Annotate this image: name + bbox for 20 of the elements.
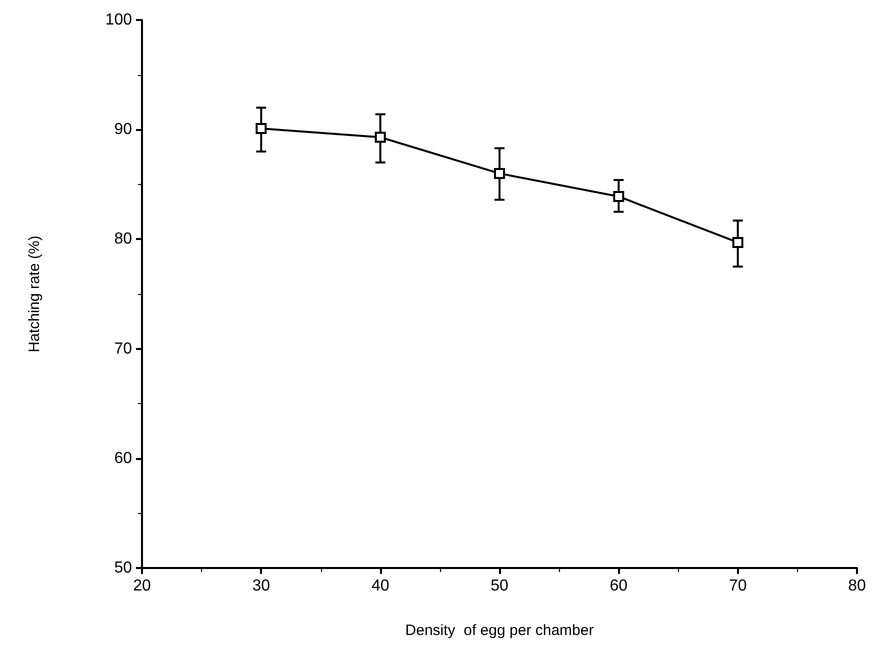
x-tick-label: 80 <box>848 578 866 594</box>
point <box>374 132 386 143</box>
point <box>494 168 505 179</box>
point <box>256 123 267 134</box>
y-tick-label: 50 <box>114 560 132 576</box>
point <box>732 236 744 248</box>
y-tick-label: 80 <box>114 230 132 248</box>
x-tick-label: 60 <box>610 578 628 594</box>
x-tick-label: 50 <box>490 578 508 594</box>
point <box>613 190 624 202</box>
y-tick-label: 90 <box>114 121 132 138</box>
y-tick-label: 100 <box>105 12 132 28</box>
x-tick-label: 70 <box>728 578 747 594</box>
x-tick-label: 30 <box>252 578 270 594</box>
y-tick-label: 70 <box>114 340 132 358</box>
x-tick-label: 20 <box>133 578 151 594</box>
x-tick-label: 40 <box>371 578 390 594</box>
y-tick-label: 60 <box>114 450 132 467</box>
x-axis-title: Density of egg per chamber <box>405 622 594 639</box>
y-axis-title: Hatching rate (%) <box>26 236 43 352</box>
